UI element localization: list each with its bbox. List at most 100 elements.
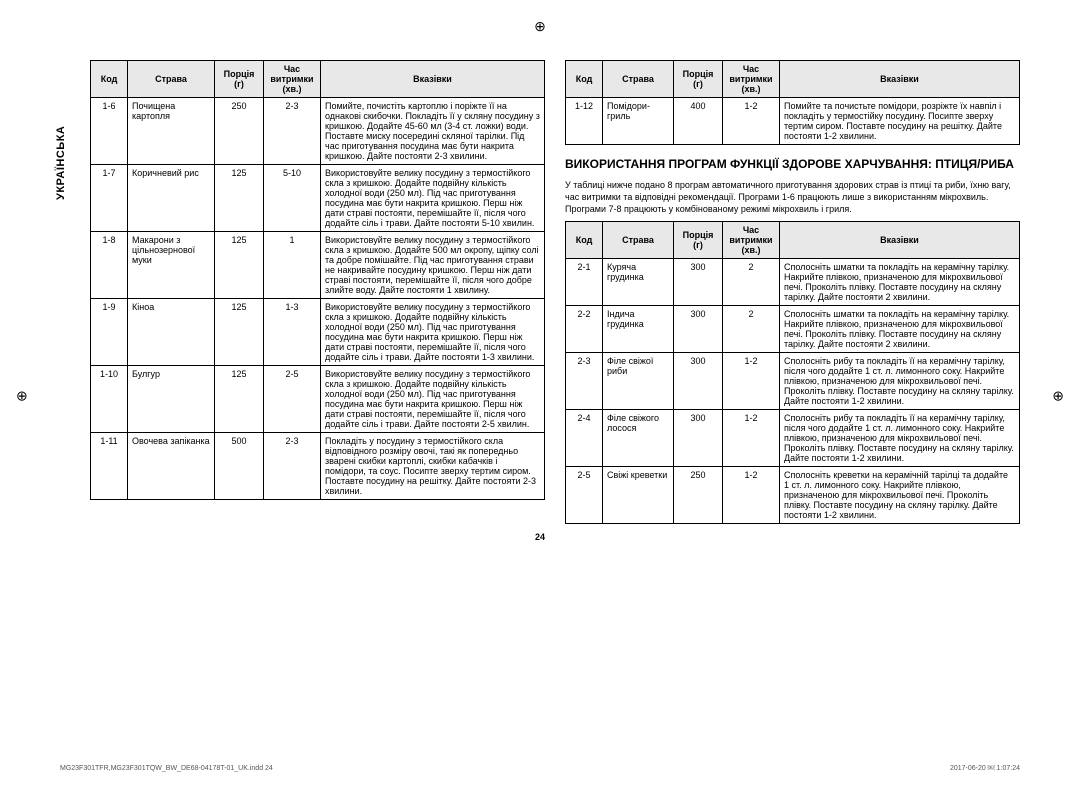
cell-dish: Почищена картопля xyxy=(128,98,215,165)
cell-portion: 125 xyxy=(215,299,264,366)
language-side-label: УКРАЇНСЬКА xyxy=(55,126,67,200)
table-row: 1-8Макарони з цільнозернової муки1251Вик… xyxy=(91,232,545,299)
th-code: Код xyxy=(566,222,603,259)
cell-dish: Булгур xyxy=(128,366,215,433)
cell-code: 2-4 xyxy=(566,410,603,467)
table-row: 2-4Філе свіжого лосося3001-2Сполосніть р… xyxy=(566,410,1020,467)
registration-mark-right: ⊕ xyxy=(1052,388,1064,405)
th-time: Час витримки (хв.) xyxy=(264,61,321,98)
cell-notes: Сполосніть шматки та покладіть на керамі… xyxy=(780,306,1020,353)
th-dish: Страва xyxy=(603,222,674,259)
cell-code: 1-11 xyxy=(91,433,128,500)
cell-portion: 125 xyxy=(215,366,264,433)
cell-notes: Використовуйте велику посудину з термост… xyxy=(321,165,545,232)
cell-dish: Філе свіжої риби xyxy=(603,353,674,410)
cell-dish: Філе свіжого лосося xyxy=(603,410,674,467)
cell-dish: Куряча грудинка xyxy=(603,259,674,306)
left-column: Код Страва Порція (г) Час витримки (хв.)… xyxy=(90,60,545,524)
table-row: 2-5Свіжі креветки2501-2Сполосніть кревет… xyxy=(566,467,1020,524)
cell-portion: 125 xyxy=(215,232,264,299)
registration-mark-left: ⊕ xyxy=(16,388,28,405)
cell-notes: Сполосніть рибу та покладіть її на керам… xyxy=(780,410,1020,467)
cell-code: 1-10 xyxy=(91,366,128,433)
cell-time: 2-3 xyxy=(264,98,321,165)
table-row: 1-6Почищена картопля2502-3Помийте, почис… xyxy=(91,98,545,165)
cell-notes: Покладіть у посудину з термостійкого скл… xyxy=(321,433,545,500)
registration-mark-top: ⊕ xyxy=(534,18,546,35)
th-portion: Порція (г) xyxy=(674,61,723,98)
cell-time: 1 xyxy=(264,232,321,299)
cell-portion: 300 xyxy=(674,410,723,467)
table-row: 2-2Індича грудинка3002Сполосніть шматки … xyxy=(566,306,1020,353)
footer-timestamp: 2017-06-20 ￼ 1:07:24 xyxy=(950,765,1020,772)
cell-portion: 500 xyxy=(215,433,264,500)
cell-code: 1-8 xyxy=(91,232,128,299)
th-portion: Порція (г) xyxy=(215,61,264,98)
cell-code: 2-2 xyxy=(566,306,603,353)
page-content: УКРАЇНСЬКА Код Страва Порція (г) Час вит… xyxy=(60,60,1020,732)
cell-notes: Помийте та почистьте помідори, розріжте … xyxy=(780,98,1020,145)
cell-notes: Використовуйте велику посудину з термост… xyxy=(321,232,545,299)
footer-filename: MG23F301TFR,MG23F301TQW_BW_DE68-04178T-0… xyxy=(60,765,273,772)
cell-portion: 125 xyxy=(215,165,264,232)
cell-time: 1-2 xyxy=(723,410,780,467)
cell-time: 2-3 xyxy=(264,433,321,500)
table-row: 1-10Булгур1252-5Використовуйте велику по… xyxy=(91,366,545,433)
cell-dish: Овочева запіканка xyxy=(128,433,215,500)
cell-code: 2-3 xyxy=(566,353,603,410)
table-row: 2-1Куряча грудинка3002Сполосніть шматки … xyxy=(566,259,1020,306)
cell-portion: 300 xyxy=(674,353,723,410)
th-notes: Вказівки xyxy=(321,61,545,98)
section-intro: У таблиці нижче подано 8 програм автомат… xyxy=(565,179,1020,215)
cell-portion: 250 xyxy=(215,98,264,165)
cell-portion: 400 xyxy=(674,98,723,145)
right-column: Код Страва Порція (г) Час витримки (хв.)… xyxy=(565,60,1020,524)
cell-notes: Сполосніть шматки та покладіть на керамі… xyxy=(780,259,1020,306)
th-notes: Вказівки xyxy=(780,61,1020,98)
cell-notes: Використовуйте велику посудину з термост… xyxy=(321,366,545,433)
cell-time: 5-10 xyxy=(264,165,321,232)
table-cooking-programs-2: Код Страва Порція (г) Час витримки (хв.)… xyxy=(565,60,1020,145)
th-dish: Страва xyxy=(128,61,215,98)
table-row: 1-9Кіноа1251-3Використовуйте велику посу… xyxy=(91,299,545,366)
cell-notes: Використовуйте велику посудину з термост… xyxy=(321,299,545,366)
cell-code: 1-12 xyxy=(566,98,603,145)
th-code: Код xyxy=(566,61,603,98)
cell-code: 1-7 xyxy=(91,165,128,232)
th-notes: Вказівки xyxy=(780,222,1020,259)
table-row: 2-3Філе свіжої риби3001-2Сполосніть рибу… xyxy=(566,353,1020,410)
page-number: 24 xyxy=(60,532,1020,542)
th-code: Код xyxy=(91,61,128,98)
cell-code: 2-1 xyxy=(566,259,603,306)
table-poultry-fish: Код Страва Порція (г) Час витримки (хв.)… xyxy=(565,221,1020,524)
cell-notes: Сполосніть рибу та покладіть її на керам… xyxy=(780,353,1020,410)
table-row: 1-12Помідори-гриль4001-2Помийте та почис… xyxy=(566,98,1020,145)
cell-time: 2 xyxy=(723,306,780,353)
cell-code: 1-9 xyxy=(91,299,128,366)
cell-notes: Помийте, почистіть картоплю і поріжте її… xyxy=(321,98,545,165)
cell-time: 1-3 xyxy=(264,299,321,366)
cell-notes: Сполосніть креветки на керамічній тарілц… xyxy=(780,467,1020,524)
cell-time: 1-2 xyxy=(723,467,780,524)
cell-code: 1-6 xyxy=(91,98,128,165)
cell-time: 2-5 xyxy=(264,366,321,433)
cell-portion: 300 xyxy=(674,259,723,306)
cell-dish: Індича грудинка xyxy=(603,306,674,353)
th-dish: Страва xyxy=(603,61,674,98)
table-row: 1-7Коричневий рис1255-10Використовуйте в… xyxy=(91,165,545,232)
cell-time: 2 xyxy=(723,259,780,306)
cell-portion: 250 xyxy=(674,467,723,524)
cell-dish: Кіноа xyxy=(128,299,215,366)
cell-dish: Макарони з цільнозернової муки xyxy=(128,232,215,299)
th-portion: Порція (г) xyxy=(674,222,723,259)
th-time: Час витримки (хв.) xyxy=(723,222,780,259)
cell-dish: Коричневий рис xyxy=(128,165,215,232)
table-cooking-programs-1: Код Страва Порція (г) Час витримки (хв.)… xyxy=(90,60,545,500)
table-row: 1-11Овочева запіканка5002-3Покладіть у п… xyxy=(91,433,545,500)
cell-dish: Свіжі креветки xyxy=(603,467,674,524)
cell-dish: Помідори-гриль xyxy=(603,98,674,145)
cell-code: 2-5 xyxy=(566,467,603,524)
section-heading: ВИКОРИСТАННЯ ПРОГРАМ ФУНКЦІЇ ЗДОРОВЕ ХАР… xyxy=(565,157,1020,173)
cell-time: 1-2 xyxy=(723,98,780,145)
cell-portion: 300 xyxy=(674,306,723,353)
